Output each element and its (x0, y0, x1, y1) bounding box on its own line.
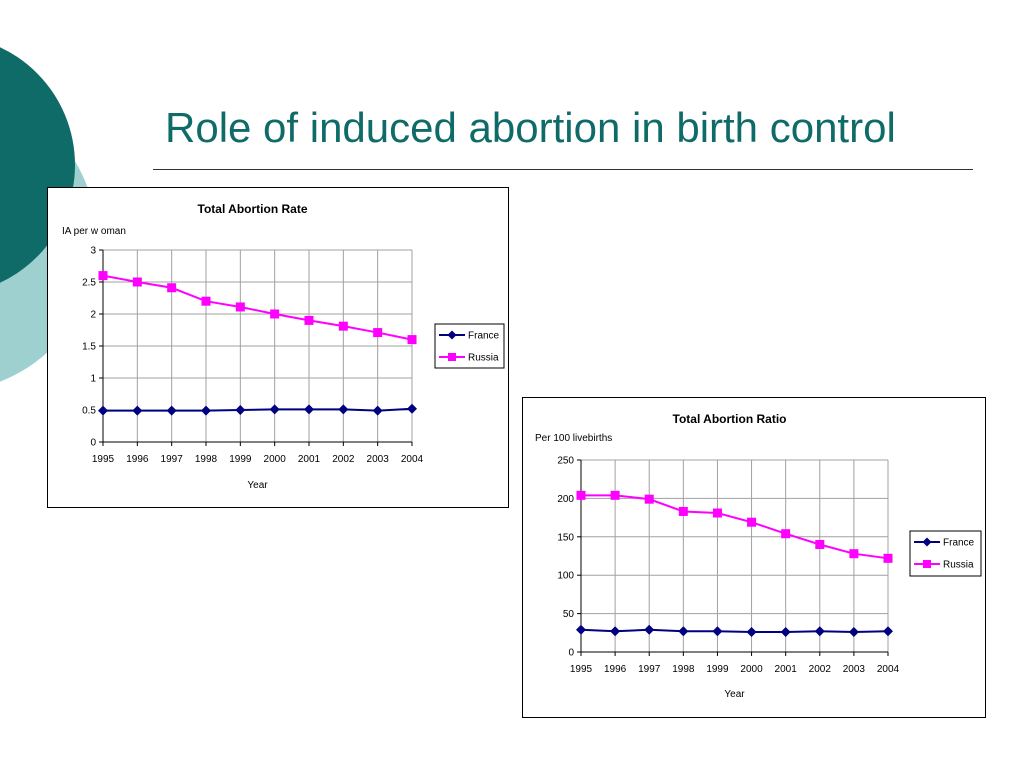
legend-box (909, 530, 982, 577)
series-line-russia (581, 494, 889, 560)
data-point-russia (712, 508, 722, 518)
data-point-russia (883, 553, 893, 563)
data-point-france (132, 405, 143, 416)
chart-title: Total Abortion Ratio (673, 412, 787, 426)
y-tick-label: 200 (557, 494, 574, 505)
data-point-russia (235, 302, 245, 312)
y-axis-label: IA per w oman (62, 226, 126, 237)
x-tick-label: 2001 (775, 664, 798, 675)
data-point-france (610, 626, 621, 637)
x-tick-label: 2000 (740, 664, 763, 675)
legend-label: France (468, 331, 500, 342)
data-point-france (814, 626, 825, 637)
y-tick-label: 50 (563, 609, 575, 620)
data-point-russia (201, 296, 211, 306)
y-tick-label: 1 (90, 374, 96, 385)
x-axis-label: Year (724, 689, 745, 700)
legend-marker (922, 537, 932, 547)
x-tick-label: 1995 (570, 664, 593, 675)
data-point-russia (373, 328, 383, 338)
legend-box (434, 323, 505, 369)
x-tick-label: 2004 (401, 454, 424, 465)
data-point-france (712, 626, 723, 637)
x-axis-label: Year (247, 480, 268, 491)
x-tick-label: 1998 (195, 454, 218, 465)
data-point-russia (644, 494, 654, 504)
y-tick-label: 3 (90, 246, 96, 257)
data-point-france (644, 624, 655, 635)
x-tick-label: 2001 (298, 454, 321, 465)
data-point-russia (747, 517, 757, 527)
data-point-russia (167, 283, 177, 293)
legend-label: Russia (943, 560, 974, 571)
x-tick-label: 1996 (126, 454, 149, 465)
series-line-russia (102, 274, 413, 341)
legend-marker (448, 353, 456, 361)
data-point-russia (338, 321, 348, 331)
data-point-france (338, 404, 349, 415)
chart-svg: Total Abortion Rate IA per w oman Year 0 0.5… (62, 202, 505, 491)
y-tick-label: 0 (568, 648, 574, 659)
total-abortion-rate-chart: Total Abortion Rate IA per w oman Year 0 0.5… (47, 187, 509, 508)
y-tick-label: 1.5 (82, 342, 96, 353)
y-tick-label: 250 (557, 456, 574, 467)
y-tick-label: 0 (90, 438, 96, 449)
legend-label: France (943, 538, 975, 549)
data-point-france (883, 626, 893, 637)
data-point-france (746, 627, 757, 638)
chart-title: Total Abortion Rate (198, 202, 308, 216)
data-point-russia (610, 490, 620, 500)
data-point-france (407, 403, 417, 414)
data-point-france (304, 404, 314, 415)
data-point-russia (815, 539, 825, 549)
y-tick-label: 2 (90, 310, 96, 321)
x-tick-label: 2002 (332, 454, 355, 465)
x-tick-label: 1997 (161, 454, 184, 465)
x-tick-label: 2000 (264, 454, 287, 465)
data-point-france (372, 405, 383, 416)
data-point-russia (678, 506, 688, 516)
total-abortion-ratio-chart: Total Abortion Ratio Per 100 livebirths Ye… (522, 397, 986, 718)
chart-svg: Total Abortion Ratio Per 100 livebirths Ye… (535, 412, 982, 700)
legend-label: Russia (468, 353, 499, 364)
data-point-france (98, 405, 108, 416)
x-tick-label: 2003 (843, 664, 866, 675)
x-tick-label: 2004 (877, 664, 900, 675)
data-point-russia (407, 335, 417, 345)
data-point-russia (132, 277, 142, 287)
data-point-france (780, 627, 791, 638)
data-point-russia (849, 549, 859, 559)
title-underline (153, 169, 973, 170)
y-tick-label: 2.5 (82, 278, 96, 289)
data-point-russia (781, 529, 791, 539)
x-tick-label: 1998 (672, 664, 695, 675)
y-tick-label: 0.5 (82, 406, 96, 417)
y-tick-label: 100 (557, 571, 574, 582)
data-point-russia (576, 490, 586, 500)
slide-title: Role of induced abortion in birth contro… (165, 104, 896, 151)
data-point-france (269, 404, 280, 415)
series-line-france (103, 407, 413, 412)
data-point-russia (304, 315, 314, 325)
x-tick-label: 1999 (229, 454, 252, 465)
legend-marker (447, 330, 457, 340)
data-point-france (848, 627, 859, 638)
data-point-russia (98, 271, 108, 281)
series-line-france (580, 628, 889, 634)
x-tick-label: 1997 (638, 664, 661, 675)
x-tick-label: 1995 (92, 454, 115, 465)
data-point-france (201, 405, 211, 416)
x-tick-label: 2002 (809, 664, 832, 675)
data-point-france (166, 405, 177, 416)
x-tick-label: 2003 (367, 454, 390, 465)
data-point-russia (270, 309, 280, 319)
data-point-france (576, 624, 586, 635)
data-point-france (235, 405, 246, 415)
x-tick-label: 1996 (604, 664, 627, 675)
data-point-france (678, 626, 689, 637)
y-tick-label: 150 (557, 532, 574, 543)
x-tick-label: 1999 (706, 664, 729, 675)
legend-marker (923, 560, 931, 568)
y-axis-label: Per 100 livebirths (535, 433, 612, 444)
